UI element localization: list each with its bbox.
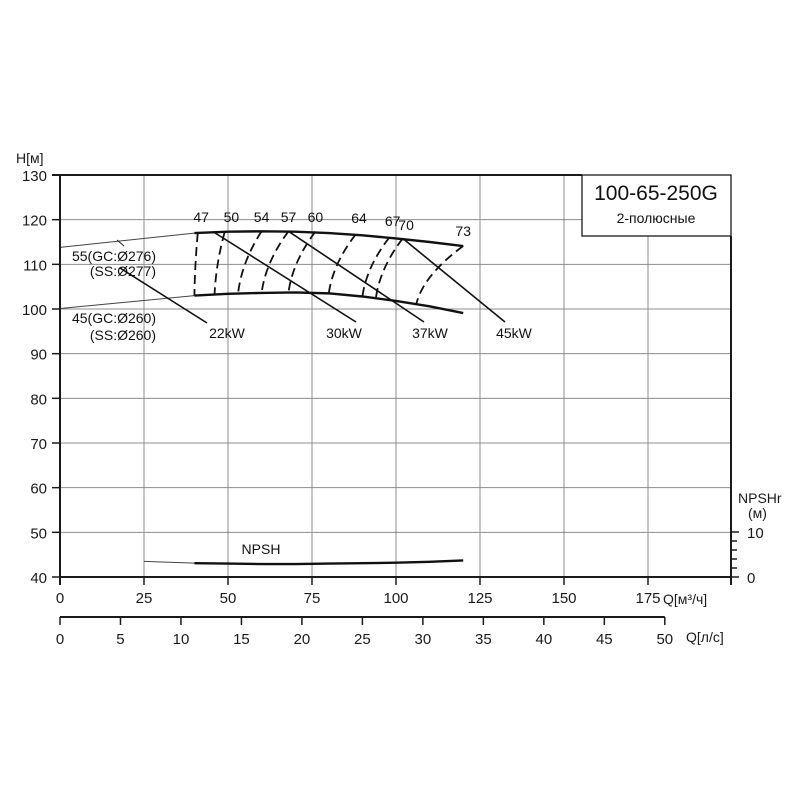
power-label: 37kW [412, 325, 449, 341]
y-tick-label: 110 [23, 257, 47, 274]
npsh-axis-label: NPSHr [738, 490, 782, 506]
y-tick-label: 130 [22, 168, 47, 185]
power-label: 22kW [209, 325, 246, 341]
legend-box: 100-65-250G 2-полюсные [581, 174, 732, 237]
efficiency-label: 70 [398, 217, 414, 233]
impeller-label: 55(GC:Ø276) [72, 248, 156, 264]
curve-npsh [194, 559, 464, 566]
efficiency-line [213, 231, 226, 295]
x-tick-label: 0 [56, 590, 64, 607]
x-tick-label: 175 [635, 590, 660, 607]
x-axis-label: Q[м³/ч] [663, 591, 707, 607]
x2-axis-label: Q[л/с] [686, 629, 724, 645]
npsh-curve-label: NPSH [242, 541, 281, 557]
y-tick-label: 70 [30, 436, 47, 453]
efficiency-label: 64 [351, 210, 367, 226]
x-tick-label: 25 [136, 590, 153, 607]
npsh-tick-label: 10 [747, 525, 764, 542]
curve-head [194, 230, 464, 248]
x-tick-label: 75 [304, 590, 321, 607]
efficiency-label: 60 [308, 209, 324, 225]
efficiency-label: 57 [281, 209, 297, 225]
efficiency-label: 73 [455, 223, 471, 239]
y-tick-label: 60 [30, 481, 47, 498]
curve-extension [59, 295, 195, 310]
impeller-label: (SS:Ø277) [90, 263, 156, 279]
x2-tick-label: 5 [116, 631, 124, 648]
x2-tick-label: 50 [656, 631, 673, 648]
npsh-axis-unit: (м) [748, 505, 767, 521]
efficiency-line [415, 245, 464, 305]
power-line [214, 231, 357, 323]
performance-curves [59, 230, 464, 566]
npsh-tick-label: 0 [747, 570, 755, 587]
efficiency-line [260, 230, 290, 294]
x2-tick-label: 25 [354, 631, 371, 648]
leader-tick [116, 239, 125, 247]
grid-lines [60, 175, 731, 577]
x-tick-label: 125 [467, 590, 492, 607]
x2-tick-label: 30 [415, 631, 432, 648]
x2-tick-label: 15 [233, 631, 250, 648]
efficiency-label: 67 [385, 213, 401, 229]
y-tick-label: 90 [30, 347, 47, 364]
x2-tick-label: 40 [535, 631, 552, 648]
efficiency-line [361, 236, 390, 297]
power-label: 30kW [326, 325, 363, 341]
y-tick-label: 120 [22, 213, 47, 230]
curve-extension [59, 232, 195, 248]
efficiency-line [374, 237, 404, 299]
y-tick-label: 100 [22, 302, 47, 319]
chart-subtitle: 2-полюсные [617, 210, 696, 226]
y-tick-label: 40 [30, 570, 47, 587]
efficiency-label: 54 [254, 209, 270, 225]
efficiency-label: 47 [193, 209, 209, 225]
efficiency-line [287, 231, 317, 293]
x2-tick-label: 10 [173, 631, 190, 648]
efficiency-label: 50 [224, 209, 240, 225]
power-lines [119, 230, 506, 324]
power-line [288, 230, 425, 323]
curve-head [194, 291, 464, 315]
y-tick-label: 80 [30, 391, 47, 408]
y-axis-label: H[м] [16, 150, 44, 166]
impeller-label: 45(GC:Ø260) [72, 310, 156, 326]
chart-title: 100-65-250G [594, 182, 718, 205]
efficiency-line [237, 230, 263, 294]
power-line [119, 267, 208, 324]
axes [52, 174, 739, 625]
x-tick-label: 100 [383, 590, 408, 607]
impeller-label: (SS:Ø260) [90, 327, 156, 343]
power-line [402, 237, 506, 323]
y-tick-label: 50 [30, 525, 47, 542]
x-tick-label: 50 [220, 590, 237, 607]
curve-extension [143, 560, 195, 564]
power-label: 45kW [496, 325, 533, 341]
x2-tick-label: 35 [475, 631, 492, 648]
efficiency-line [193, 232, 199, 296]
x-tick-label: 150 [551, 590, 576, 607]
x2-tick-label: 45 [596, 631, 613, 648]
x2-tick-label: 20 [294, 631, 311, 648]
x2-tick-label: 0 [56, 631, 64, 648]
